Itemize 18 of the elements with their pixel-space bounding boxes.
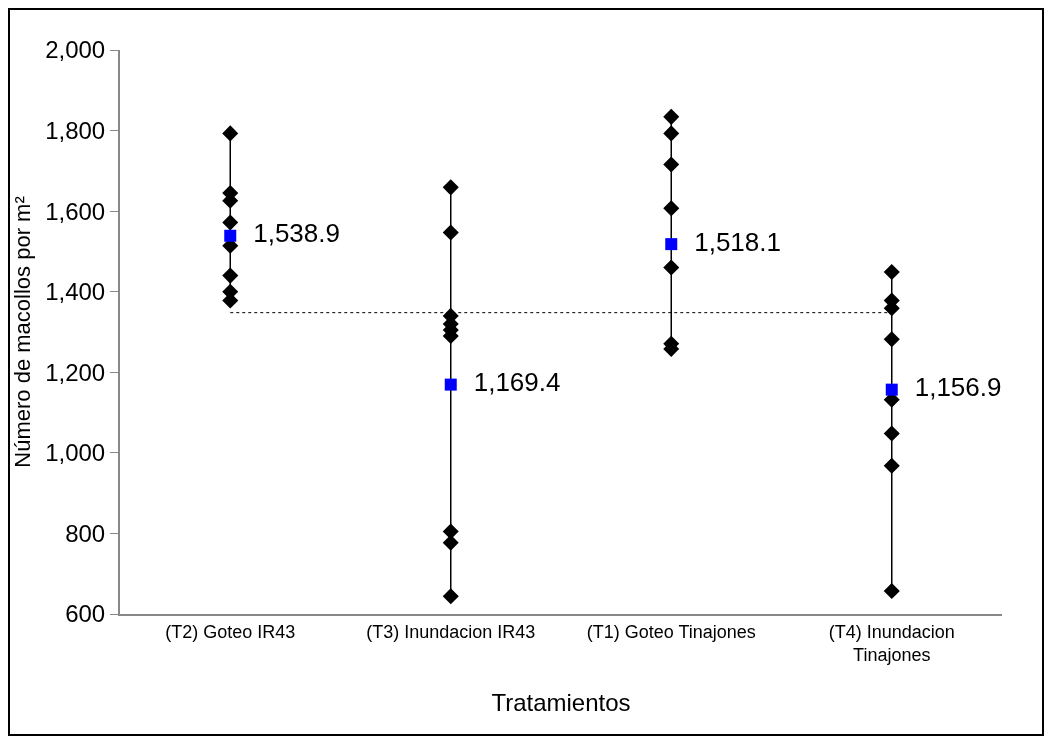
x-tick-label: (T1) Goteo Tinajones xyxy=(586,621,756,642)
y-tick-label: 1,200 xyxy=(45,358,106,386)
y-tick-label: 1,400 xyxy=(45,278,106,306)
x-tick-label: (T3) Inundacion IR43 xyxy=(366,621,536,642)
x-axis-title: Tratamientos xyxy=(491,688,631,716)
y-tick-label: 2,000 xyxy=(45,36,106,64)
y-tick-label: 800 xyxy=(65,519,106,547)
x-tick-label: (T2) Goteo IR43 xyxy=(165,621,296,642)
y-tick-label: 1,000 xyxy=(45,439,106,467)
data-label: 1,169.4 xyxy=(459,367,561,398)
y-tick-label: 1,800 xyxy=(45,116,106,144)
data-label: 1,518.1 xyxy=(679,226,781,257)
y-axis-title: Número de macollos por m² xyxy=(10,196,35,468)
y-tick-label: 1,600 xyxy=(45,197,106,225)
data-label: 1,156.9 xyxy=(900,372,1002,403)
data-label: 1,538.9 xyxy=(238,218,340,249)
y-tick-label: 600 xyxy=(65,600,106,628)
x-tick-label: (T4) Inundacion Tinajones xyxy=(828,621,955,665)
